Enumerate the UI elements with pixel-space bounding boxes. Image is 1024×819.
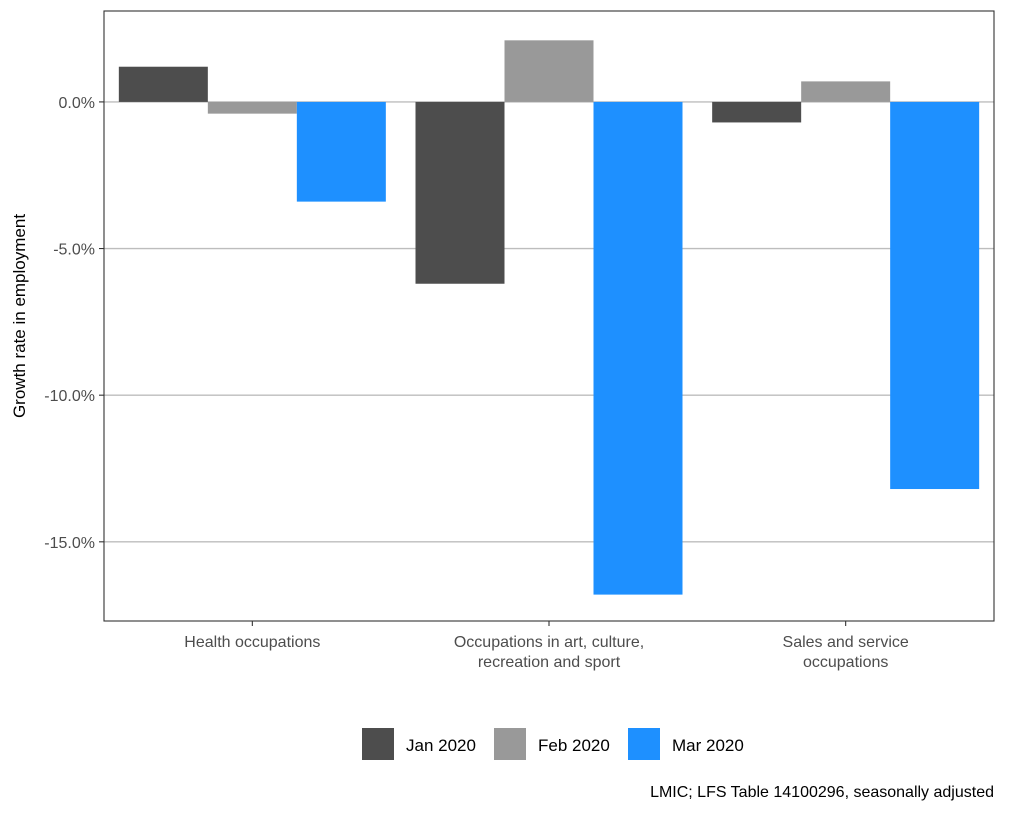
- bars: [118, 40, 980, 595]
- bar: [593, 101, 683, 595]
- legend-label: Jan 2020: [406, 736, 476, 755]
- y-tick-label: 0.0%: [59, 95, 95, 112]
- legend-key: [362, 728, 394, 760]
- bar: [801, 81, 891, 102]
- legend: Jan 2020 Feb 2020 Mar 2020: [362, 728, 744, 760]
- bar: [890, 101, 980, 490]
- bar: [712, 101, 802, 123]
- bar: [296, 101, 386, 202]
- legend-label: Feb 2020: [538, 736, 610, 755]
- gridlines: [104, 101, 994, 543]
- bar: [118, 66, 208, 102]
- y-axis: 0.0% -5.0% -10.0% -15.0%: [44, 95, 104, 552]
- bar: [415, 101, 505, 284]
- x-tick-label: occupations: [803, 654, 888, 671]
- x-tick-label: Sales and service: [783, 634, 909, 651]
- y-axis-title: Growth rate in employment: [10, 214, 29, 418]
- legend-label: Mar 2020: [672, 736, 744, 755]
- x-tick-label: Occupations in art, culture,: [454, 634, 644, 651]
- y-tick-label: -10.0%: [44, 388, 95, 405]
- legend-key: [494, 728, 526, 760]
- y-tick-label: -5.0%: [53, 242, 95, 259]
- bar: [207, 101, 297, 114]
- legend-key: [628, 728, 660, 760]
- y-tick-label: -15.0%: [44, 535, 95, 552]
- bar: [504, 40, 594, 102]
- caption: LMIC; LFS Table 14100296, seasonally adj…: [650, 784, 994, 801]
- x-tick-label: Health occupations: [184, 634, 320, 651]
- x-tick-label: recreation and sport: [478, 654, 621, 671]
- x-axis: Health occupations Occupations in art, cu…: [184, 621, 909, 671]
